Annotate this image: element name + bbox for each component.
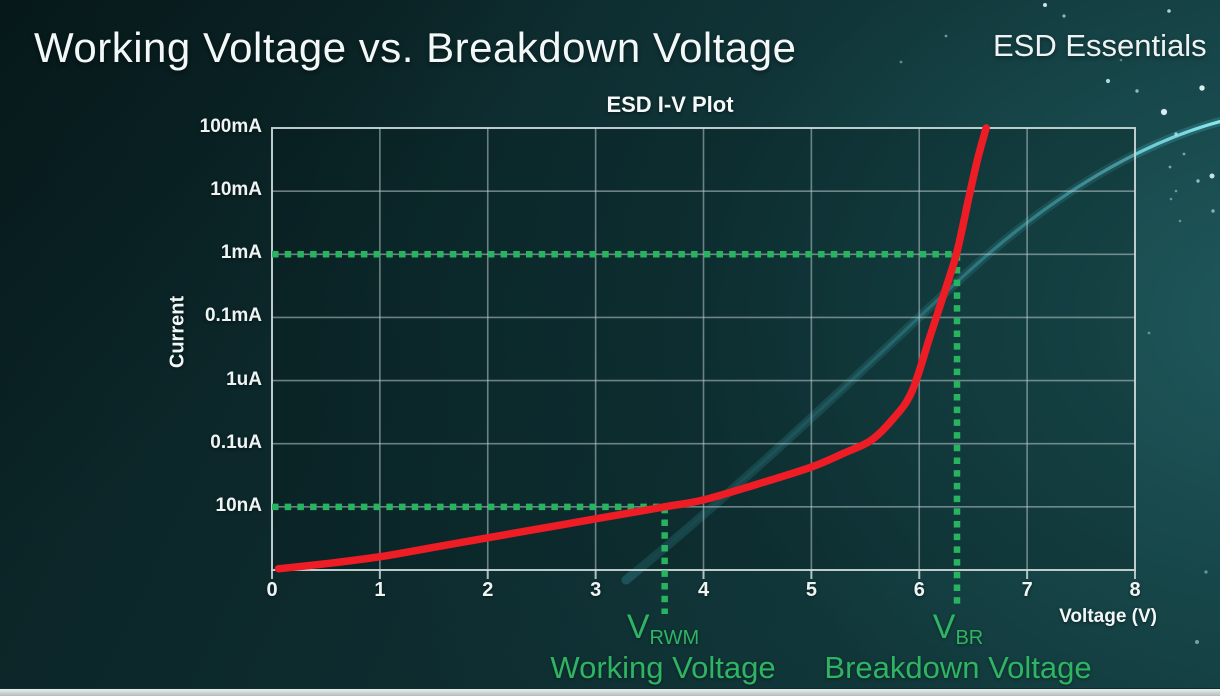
vrwm-annotation: VRWM Working Voltage: [550, 610, 775, 685]
chart-title: ESD I-V Plot: [606, 92, 734, 117]
vbr-caption: Breakdown Voltage: [824, 650, 1092, 685]
x-tick-label: 8: [1129, 579, 1141, 601]
y-tick-label: 1mA: [220, 242, 262, 264]
y-tick-label: 10nA: [215, 494, 262, 516]
grid-layer: [271, 127, 1136, 579]
y-tick-label: 100mA: [199, 116, 262, 137]
x-tick-label: 7: [1021, 579, 1033, 601]
x-tick-label: 5: [805, 579, 817, 601]
y-tick-label: 0.1mA: [204, 305, 262, 327]
slide-title: Working Voltage vs. Breakdown Voltage: [34, 24, 797, 71]
x-tick-label: 2: [482, 579, 494, 601]
marker-lines-layer: [272, 251, 961, 614]
iv-curve-layer: [274, 124, 990, 573]
x-tick-label: 1: [374, 579, 386, 601]
x-tick-label: 0: [266, 579, 278, 601]
x-axis-title: Voltage (V): [1059, 606, 1157, 627]
vbr-symbol: VBR: [932, 608, 984, 649]
y-tick-label: 10mA: [210, 179, 262, 201]
background-particles: [899, 3, 1215, 644]
brand-text: ESD Essentials: [993, 28, 1207, 63]
vrwm-symbol: VRWM: [626, 608, 700, 649]
vbr-annotation: VBR Breakdown Voltage: [824, 610, 1091, 685]
y-tick-label: 0.1uA: [210, 431, 262, 453]
bottom-strip: [0, 688, 1220, 696]
x-tick-label: 3: [590, 579, 602, 601]
x-tick-label: 4: [697, 579, 710, 601]
x-tick-label: 6: [913, 579, 925, 601]
vrwm-caption: Working Voltage: [550, 650, 776, 685]
y-tick-label: 1uA: [226, 368, 262, 390]
